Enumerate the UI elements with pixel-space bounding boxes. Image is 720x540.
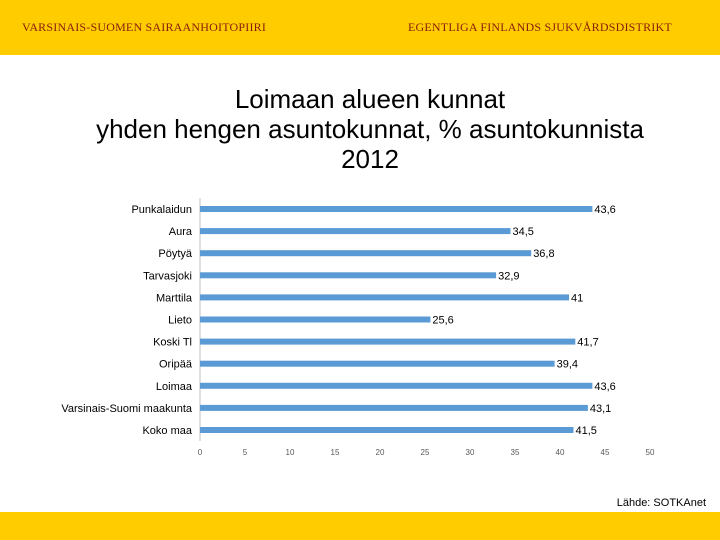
chart-title-line-1: Loimaan alueen kunnat — [234, 84, 506, 114]
data-label: 43,6 — [594, 204, 615, 216]
source-note: Lähde: SOTKAnet — [616, 497, 706, 509]
category-label: Pöytyä — [158, 248, 193, 260]
bar — [200, 382, 593, 389]
bar — [200, 360, 555, 367]
bar — [200, 316, 431, 323]
bar — [200, 404, 588, 411]
data-label: 39,4 — [557, 359, 578, 371]
category-label: Marttila — [156, 292, 193, 304]
x-tick-label: 25 — [421, 448, 430, 457]
x-tick-label: 40 — [556, 448, 565, 457]
category-label: Punkalaidun — [131, 204, 192, 216]
bar — [200, 427, 574, 433]
x-tick-label: 20 — [376, 448, 385, 457]
category-label: Koski Tl — [153, 337, 192, 349]
chart-title-line-2: yhden hengen asuntokunnat, % asuntokunni… — [96, 114, 644, 144]
x-tick-label: 45 — [601, 448, 610, 457]
top-banner — [0, 0, 720, 55]
x-tick-label: 30 — [466, 448, 475, 457]
bar — [200, 228, 511, 235]
category-label: Aura — [169, 226, 193, 238]
bar — [200, 294, 569, 301]
category-label: Loimaa — [156, 381, 193, 393]
data-label: 43,6 — [594, 381, 615, 393]
x-tick-label: 50 — [646, 448, 655, 457]
data-label: 36,8 — [533, 248, 554, 260]
category-label: Lieto — [168, 315, 192, 327]
header-left-organization: VARSINAIS-SUOMEN SAIRAANHOITOPIIRI — [22, 20, 267, 34]
chart-title-line-3: 2012 — [341, 144, 399, 174]
bar — [200, 206, 593, 212]
data-label: 34,5 — [513, 226, 534, 238]
data-label: 25,6 — [432, 315, 453, 327]
data-label: 41 — [571, 292, 583, 304]
bar — [200, 338, 576, 345]
category-label: Koko maa — [142, 425, 192, 437]
data-label: 41,7 — [577, 337, 598, 349]
data-label: 32,9 — [498, 270, 519, 282]
category-label: Varsinais-Suomi maakunta — [61, 403, 193, 415]
x-tick-label: 0 — [198, 448, 203, 457]
category-label: Oripää — [159, 359, 193, 371]
bar — [200, 272, 497, 279]
bottom-banner — [0, 512, 720, 540]
bar — [200, 250, 532, 257]
header-right-organization: EGENTLIGA FINLANDS SJUKVÅRDSDISTRIKT — [408, 20, 672, 34]
x-tick-label: 35 — [511, 448, 520, 457]
x-tick-label: 15 — [331, 448, 340, 457]
chart-title: Loimaan alueen kunnat yhden hengen asunt… — [20, 84, 720, 174]
data-label: 43,1 — [590, 403, 611, 415]
x-tick-label: 5 — [243, 448, 248, 457]
category-label: Tarvasjoki — [143, 270, 192, 282]
x-tick-label: 10 — [286, 448, 295, 457]
data-label: 41,5 — [576, 425, 597, 437]
